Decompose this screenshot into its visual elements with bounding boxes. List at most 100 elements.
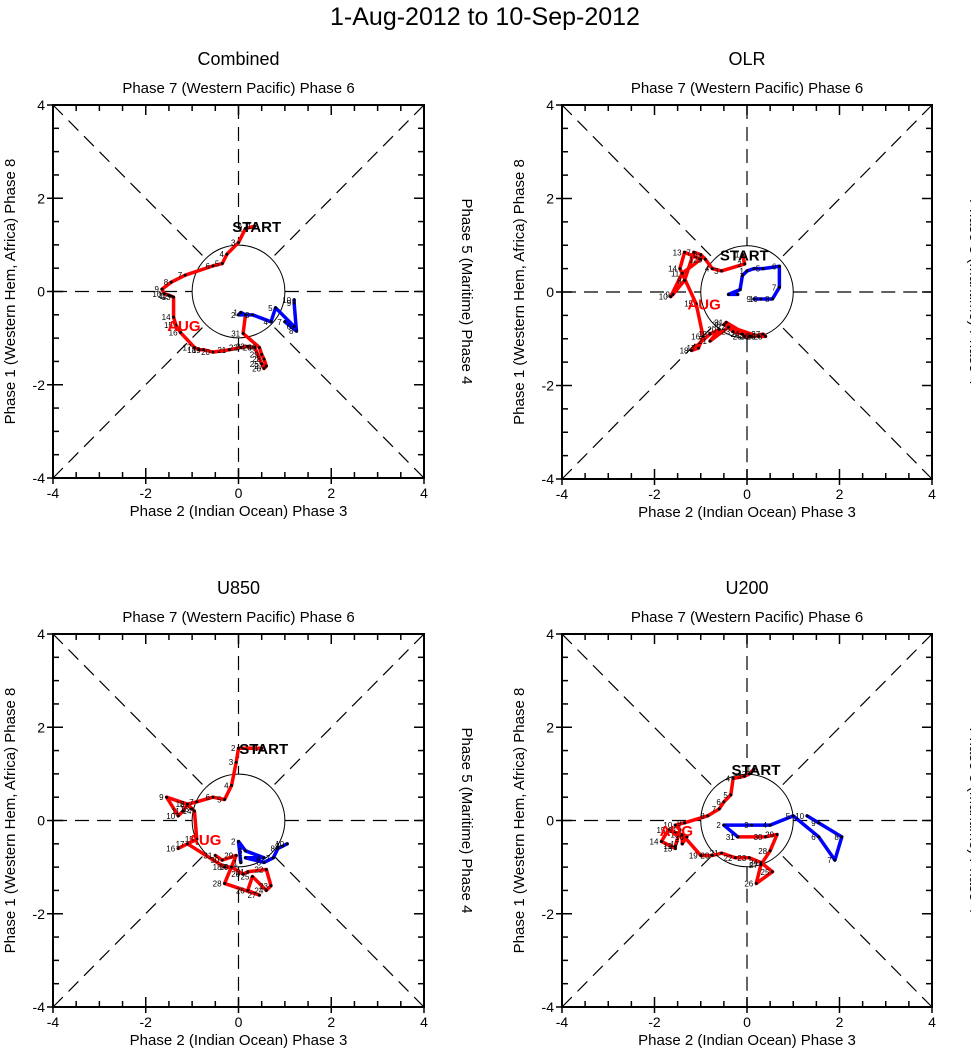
day-label: 8 [765, 295, 770, 304]
day-label: 29 [747, 332, 756, 341]
x-axis-label: Phase 2 (Indian Ocean) Phase 3 [638, 1032, 856, 1049]
panel-olr: OLR Phase 7 (Western Pacific) Phase 6 Phas… [511, 49, 971, 521]
day-marker [230, 865, 234, 869]
start-label: START [731, 762, 780, 779]
day-label: 20 [201, 348, 210, 357]
day-marker [761, 332, 765, 336]
day-marker [241, 331, 245, 335]
day-label: 12 [176, 800, 185, 809]
day-marker [262, 366, 266, 370]
day-label: 17 [183, 343, 192, 352]
day-label: 26 [744, 879, 753, 888]
day-marker [770, 870, 774, 874]
day-label: 17 [670, 840, 679, 849]
day-marker [747, 856, 751, 860]
main-title: 1-Aug-2012 to 10-Sep-2012 [330, 3, 640, 31]
day-label: 4 [224, 782, 229, 791]
day-marker [243, 313, 247, 317]
day-label: 15 [164, 321, 173, 330]
diagonal-guide-line [779, 104, 933, 260]
day-marker [673, 823, 677, 827]
day-label: 9 [666, 290, 671, 299]
day-label: 30 [247, 343, 256, 352]
left-phase-label: Phase 1 (Western Hem, Africa) Phase 8 [511, 159, 528, 425]
x-tick-label: 0 [235, 1014, 243, 1030]
diagonal-guide-line [779, 324, 933, 480]
day-label: 17 [687, 344, 696, 353]
month-label: AUG [188, 832, 221, 849]
day-label: 15 [684, 300, 693, 309]
panel-title: Combined [197, 49, 279, 69]
day-marker [678, 267, 682, 271]
day-label: 10 [749, 295, 758, 304]
day-marker [292, 301, 296, 305]
diagonal-guide-line [561, 852, 715, 1008]
day-label: 21 [698, 337, 707, 346]
day-marker [738, 288, 742, 292]
day-marker [740, 274, 744, 278]
day-marker [174, 323, 178, 327]
day-marker [246, 345, 250, 349]
day-marker [262, 856, 266, 860]
day-marker [292, 324, 296, 328]
day-marker [673, 846, 677, 850]
day-label: 31 [714, 318, 723, 327]
day-marker [262, 357, 266, 361]
day-marker [703, 257, 707, 261]
day-label: 26 [740, 332, 749, 341]
day-label: 10 [275, 840, 284, 849]
day-marker [770, 297, 774, 301]
day-label: 7 [686, 248, 691, 257]
day-label: 14 [162, 313, 171, 322]
day-marker [283, 320, 287, 324]
day-marker [197, 348, 201, 352]
day-marker [757, 334, 761, 338]
day-marker [761, 267, 765, 271]
day-marker [764, 835, 767, 839]
x-tick-label: 2 [836, 486, 844, 502]
day-marker [243, 856, 247, 860]
day-marker [678, 828, 682, 832]
day-label: 10 [659, 293, 668, 302]
day-label: 6 [811, 833, 816, 842]
day-marker [237, 839, 240, 843]
day-marker [172, 315, 176, 319]
diagonal-guide-line [52, 852, 207, 1008]
day-marker [264, 364, 268, 368]
day-label: 13 [180, 805, 189, 814]
day-marker [165, 795, 169, 799]
diagonal-guide-line [270, 323, 425, 479]
trajectory-sep [236, 839, 289, 865]
day-label: 4 [257, 854, 262, 863]
day-marker [243, 227, 247, 231]
day-marker [211, 795, 215, 799]
day-label: 14 [183, 807, 192, 816]
day-label: 18 [213, 863, 222, 872]
x-tick-label: -2 [140, 485, 153, 501]
day-label: 6 [772, 262, 777, 271]
day-label: 3 [229, 758, 234, 767]
day-marker [213, 853, 217, 857]
day-label: 20 [231, 870, 240, 879]
day-label: 7 [277, 318, 282, 327]
day-marker [759, 863, 763, 867]
day-marker [680, 832, 684, 836]
day-marker [710, 267, 714, 271]
day-label: 22 [254, 865, 263, 874]
diagonal-guide-line [52, 323, 207, 479]
day-label: 23 [259, 882, 268, 891]
day-label: 2 [231, 837, 236, 846]
x-tick-label: -4 [556, 1014, 569, 1030]
day-marker [708, 339, 712, 343]
day-marker [181, 809, 185, 813]
day-marker [699, 253, 703, 257]
day-marker [671, 292, 675, 296]
unit-circle [191, 773, 286, 868]
day-label: 11 [172, 807, 181, 816]
day-marker [740, 253, 744, 257]
day-label: 31 [726, 833, 735, 842]
day-label: 19 [220, 863, 229, 872]
month-label: AUG [167, 318, 200, 335]
diagonal-guide-line [561, 104, 715, 260]
day-label: 5 [786, 812, 791, 821]
